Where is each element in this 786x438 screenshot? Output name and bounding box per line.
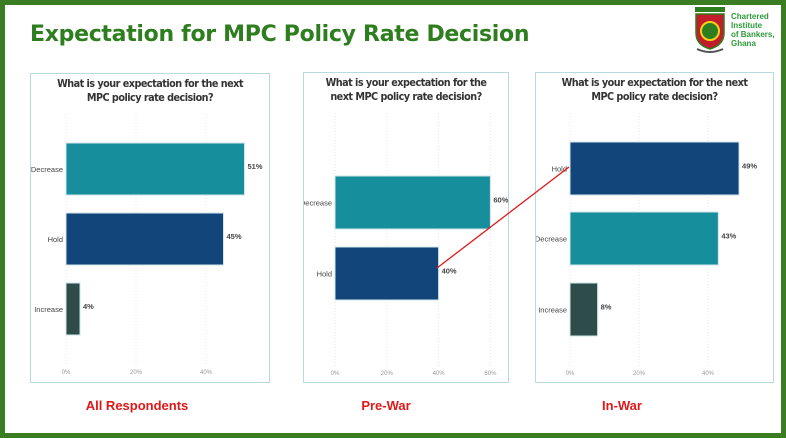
data-label: 4% bbox=[83, 302, 94, 311]
x-tick-label: 40% bbox=[433, 371, 446, 377]
category-label: Decrease bbox=[31, 165, 63, 174]
category-label: Hold bbox=[317, 270, 332, 279]
x-tick-label: 0% bbox=[331, 371, 340, 377]
logo-line: Chartered bbox=[731, 12, 769, 21]
bar-hold bbox=[569, 141, 740, 196]
crest-icon bbox=[695, 7, 725, 53]
logo-line: Institute bbox=[731, 21, 763, 30]
category-label: Increase bbox=[538, 306, 567, 315]
chart-pre-war: What is your expectation for the next MP… bbox=[303, 72, 509, 383]
data-label: 49% bbox=[742, 162, 757, 171]
logo-line: of Bankers, bbox=[731, 30, 775, 39]
caption-pre-war: Pre-War bbox=[361, 398, 411, 413]
bar-hold bbox=[334, 246, 440, 301]
data-label: 60% bbox=[493, 196, 508, 205]
x-tick-label: 0% bbox=[62, 370, 71, 376]
x-tick-label: 20% bbox=[633, 371, 646, 377]
category-label: Increase bbox=[34, 305, 63, 314]
caption-all-respondents: All Respondents bbox=[85, 398, 189, 413]
bar-increase bbox=[569, 282, 599, 337]
chart-title: What is your expectation for the next MP… bbox=[57, 77, 243, 104]
x-tick-label: 20% bbox=[381, 371, 394, 377]
chart-in-war: What is your expectation for the next MP… bbox=[535, 72, 774, 383]
caption-in-war: In-War bbox=[602, 398, 642, 413]
category-label: Hold bbox=[48, 235, 63, 244]
bar-increase bbox=[65, 282, 81, 336]
bar-chart-plot: 0% 20% 40% Decrease 51% Hold 45% Increase 4% bbox=[31, 114, 263, 376]
x-tick-label: 20% bbox=[130, 370, 143, 376]
bar-chart-plot: 0% 20% 40% Hold 49% Decrease 43% Increase 8% bbox=[536, 113, 757, 377]
bar-hold bbox=[65, 212, 224, 266]
data-label: 43% bbox=[721, 232, 736, 241]
x-tick-label: 0% bbox=[566, 371, 575, 377]
data-label: 8% bbox=[601, 303, 612, 312]
bar-decrease bbox=[334, 175, 491, 230]
logo-line: Ghana bbox=[731, 39, 756, 48]
chart-title: What is your expectation for the next MP… bbox=[561, 76, 748, 103]
bar-decrease bbox=[65, 142, 245, 196]
bar-chart-plot: 0% 20% 40% 60% Decrease 60% Hold 40% bbox=[304, 113, 509, 377]
x-tick-label: 40% bbox=[200, 370, 213, 376]
chart-all-respondents: What is your expectation for the next MP… bbox=[30, 73, 270, 383]
bar-decrease bbox=[569, 211, 719, 266]
x-tick-label: 60% bbox=[484, 371, 497, 377]
logo-text: Chartered Institute of Bankers, Ghana bbox=[731, 12, 775, 48]
x-tick-label: 40% bbox=[702, 371, 715, 377]
cib-ghana-logo: Chartered Institute of Bankers, Ghana bbox=[693, 6, 783, 54]
category-label: Hold bbox=[552, 165, 567, 174]
data-label: 40% bbox=[442, 267, 457, 276]
category-label: Decrease bbox=[536, 235, 567, 244]
chart-title: What is your expectation for the next MP… bbox=[325, 76, 487, 103]
category-label: Decrease bbox=[304, 199, 332, 208]
slide-title: Expectation for MPC Policy Rate Decision bbox=[30, 22, 530, 47]
data-label: 51% bbox=[248, 162, 263, 171]
data-label: 45% bbox=[227, 232, 242, 241]
